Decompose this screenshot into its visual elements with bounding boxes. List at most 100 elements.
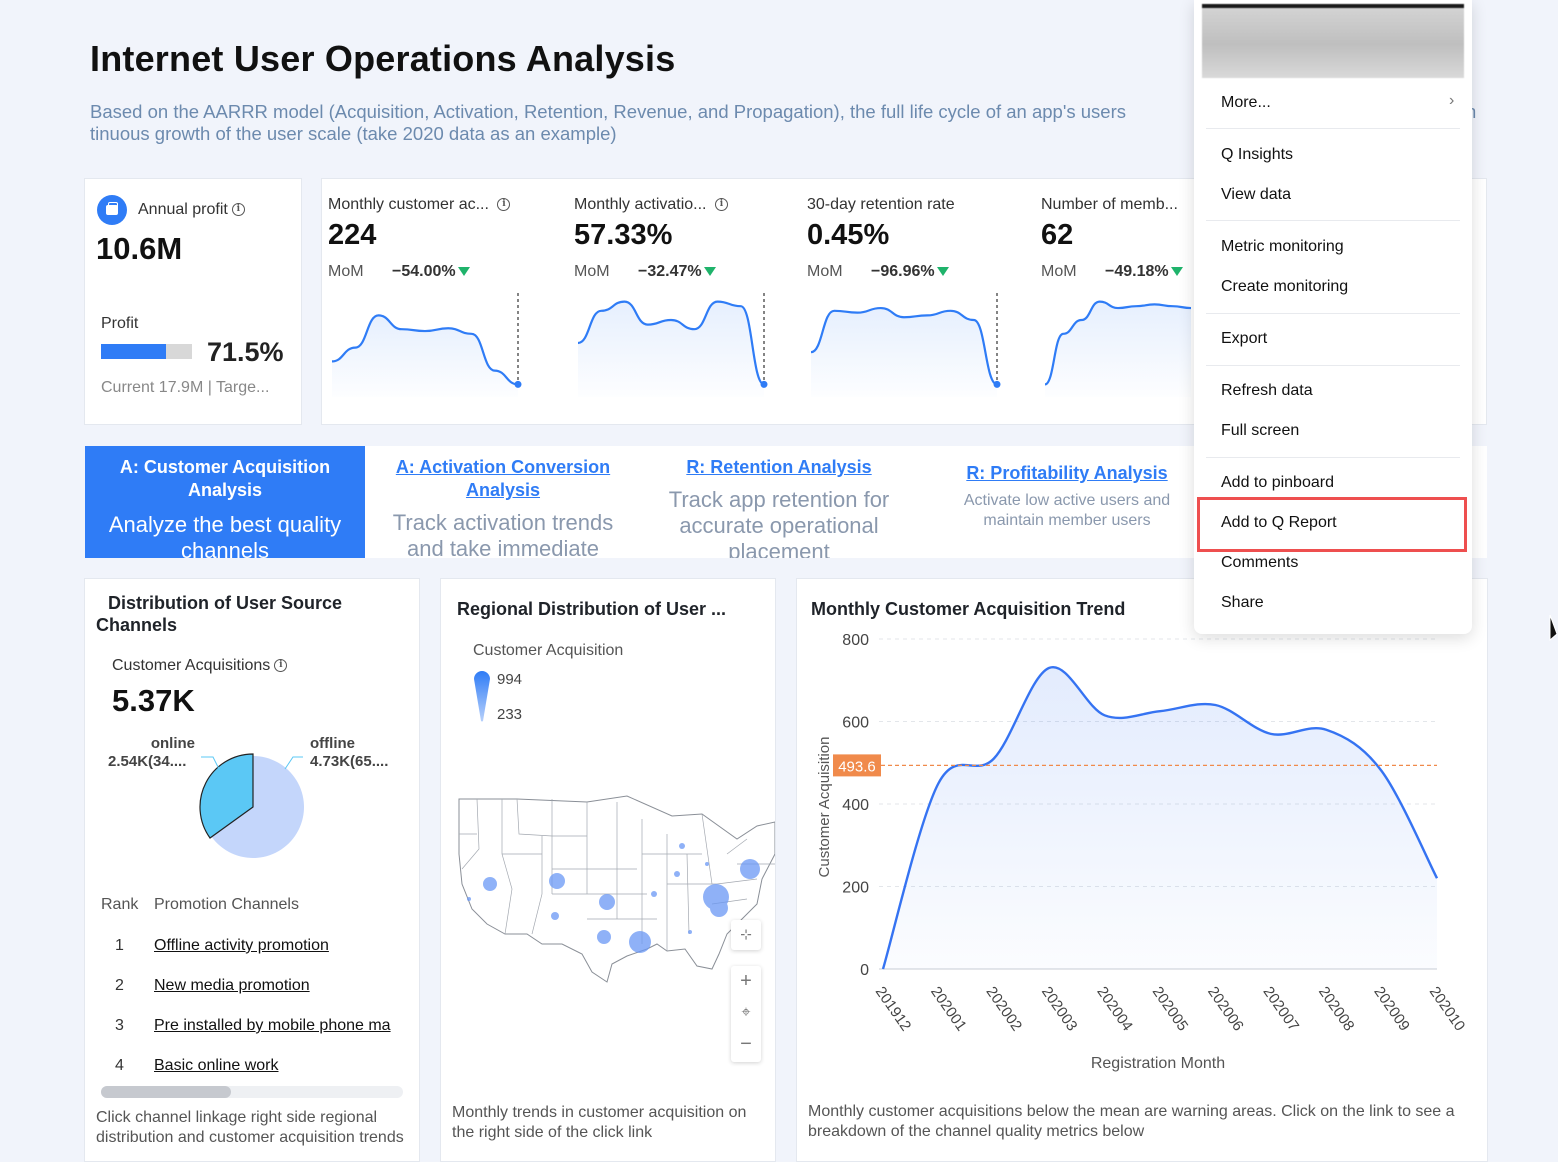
zoom-in-icon[interactable]: + — [740, 970, 752, 992]
kpi-value: 0.45% — [807, 219, 890, 251]
tab-activation-conversion[interactable]: A: Activation Conversion Analysis Track … — [380, 446, 626, 558]
channel-link[interactable]: Offline activity promotion — [154, 937, 329, 954]
menu-item-export[interactable]: Export — [1221, 330, 1268, 347]
rank-header: Rank — [101, 896, 139, 913]
x-tick-label: 202010 — [1426, 984, 1469, 1035]
trend-card: Monthly Customer Acquisition Trend 0 200 4… — [796, 578, 1488, 1162]
map-bubbles — [467, 843, 760, 953]
distribution-title: Distribution of User Source Channels — [96, 593, 343, 635]
menu-item-q-insights[interactable]: Q Insights — [1221, 146, 1294, 163]
info-icon[interactable]: i — [714, 198, 728, 212]
pie-slice-online[interactable] — [199, 753, 254, 839]
mom-label: MoM — [574, 263, 610, 280]
pie-value-offline: 4.73K(65.... — [310, 753, 389, 770]
kpi-label: Monthly customer ac... i — [328, 196, 511, 214]
kpi-value: 62 — [1041, 219, 1074, 251]
pie-slice-offline[interactable] — [211, 756, 304, 858]
us-map[interactable] — [457, 794, 776, 994]
profit-progress-bar — [101, 344, 192, 359]
menu-divider — [1206, 313, 1460, 314]
tab-profitability-analysis[interactable]: R: Profitability Analysis Activate low a… — [942, 446, 1192, 558]
rank-number: 2 — [115, 977, 124, 994]
x-tick-label: 201912 — [872, 984, 915, 1035]
rank-number: 4 — [115, 1057, 124, 1074]
info-icon[interactable]: i — [231, 203, 245, 217]
channel-pie-chart — [199, 753, 304, 858]
info-icon[interactable]: i — [497, 198, 511, 212]
menu-item-create-monitoring[interactable]: Create monitoring — [1221, 278, 1349, 295]
menu-item-full-screen[interactable]: Full screen — [1221, 422, 1300, 439]
menu-item-view-data[interactable]: View data — [1221, 186, 1291, 203]
trend-line[interactable] — [881, 666, 1439, 970]
x-tick-label: 202005 — [1149, 984, 1192, 1035]
sparkline-line — [331, 314, 519, 386]
x-tick-label: 202008 — [1315, 984, 1358, 1035]
page-description-line2: tinuous growth of the user scale (take 2… — [90, 123, 617, 144]
sparkline-area — [811, 308, 997, 397]
scrollbar-thumb[interactable] — [101, 1086, 231, 1098]
menu-divider — [1206, 220, 1460, 221]
kpi-tile: Number of memb... 62 MoM −49.18% — [1041, 179, 1271, 424]
trend-area — [883, 667, 1437, 969]
pie-label-offline: offline — [310, 735, 355, 752]
menu-divider — [1206, 457, 1460, 458]
pie-label-online: online — [150, 735, 195, 752]
sparkline-area — [578, 301, 764, 397]
page-title: Internet User Operations Analysis — [90, 38, 676, 79]
customer-acquisitions-label: Customer Acquisitions i — [112, 657, 288, 675]
map-select-icon[interactable]: ⊹ — [731, 920, 761, 950]
mean-label: 493.6 — [838, 758, 876, 775]
kpi-sparkline — [577, 293, 768, 397]
menu-divider — [1206, 365, 1460, 366]
tab-customer-acquisition[interactable]: A: Customer Acquisition Analysis Analyze… — [85, 446, 365, 558]
channel-list: 1 Offline activity promotion 2 New media p… — [85, 579, 403, 1161]
zoom-out-icon[interactable]: − — [740, 1033, 752, 1055]
chevron-right-icon: › — [1449, 92, 1455, 109]
tab-title: R: Retention Analysis — [686, 457, 872, 477]
menu-item-refresh-data[interactable]: Refresh data — [1221, 382, 1313, 399]
channel-link[interactable]: New media promotion — [154, 977, 310, 994]
regional-card: Regional Distribution of User ... Custom… — [440, 578, 776, 1162]
annual-profit-label: Annual profit i — [138, 201, 245, 219]
x-tick-label: 202007 — [1260, 984, 1303, 1035]
tab-title: A: Customer Acquisition Analysis — [119, 457, 331, 500]
locate-icon[interactable]: ⌖ — [741, 1004, 751, 1021]
x-tick-label: 202006 — [1204, 984, 1247, 1035]
mom-change: −32.47% — [638, 263, 716, 281]
x-tick-label: 202003 — [1038, 984, 1081, 1035]
sparkline-end-point — [514, 380, 522, 388]
tab-subtitle: Activate low active users and maintain m… — [963, 492, 1171, 529]
y-tick-label: 400 — [842, 797, 869, 814]
horizontal-scrollbar[interactable] — [101, 1086, 403, 1098]
page-description-line1: Based on the AARRR model (Acquisition, A… — [90, 101, 1127, 122]
down-triangle-icon — [1170, 267, 1183, 277]
map-legend-max: 994 — [497, 671, 523, 688]
annual-profit-card: Annual profit i 10.6M Profit 71.5% Curren… — [84, 178, 302, 425]
menu-item-comments[interactable]: Comments — [1221, 554, 1299, 571]
profit-progress-label: Profit — [101, 315, 139, 332]
customer-acquisitions-value: 5.37K — [112, 683, 195, 718]
channel-link[interactable]: Basic online work — [154, 1057, 279, 1074]
kpi-sparkline — [1044, 300, 1192, 397]
page-description: Based on the AARRR model (Acquisition, A… — [90, 101, 1490, 145]
mouse-cursor-icon — [1549, 614, 1558, 642]
menu-item-share[interactable]: Share — [1221, 594, 1264, 611]
tab-retention-analysis[interactable]: R: Retention Analysis Track app retentio… — [650, 446, 908, 558]
map-legend-title: Customer Acquisition — [473, 642, 624, 659]
channel-link[interactable]: Pre installed by mobile phone ma — [154, 1017, 391, 1034]
y-tick-label: 800 — [842, 632, 869, 649]
context-menu: More... › Q Insights View data Metric monito… — [1194, 0, 1472, 634]
menu-item-more[interactable]: More... — [1221, 94, 1271, 111]
mom-label: MoM — [807, 263, 843, 280]
profit-progress-pct: 71.5% — [207, 337, 284, 367]
mom-change: −49.18% — [1105, 263, 1183, 281]
tab-title: A: Activation Conversion Analysis — [395, 457, 611, 500]
x-tick-label: 202009 — [1370, 984, 1413, 1035]
menu-item-add-to-q-report[interactable]: Add to Q Report — [1221, 514, 1337, 531]
map-zoom-controls: + ⌖ − — [731, 966, 761, 1062]
blurred-preview — [1202, 4, 1464, 78]
info-icon[interactable]: i — [274, 659, 288, 673]
menu-item-metric-monitoring[interactable]: Metric monitoring — [1221, 238, 1344, 255]
x-axis-label: Registration Month — [1091, 1055, 1225, 1072]
menu-item-add-to-pinboard[interactable]: Add to pinboard — [1221, 474, 1334, 491]
